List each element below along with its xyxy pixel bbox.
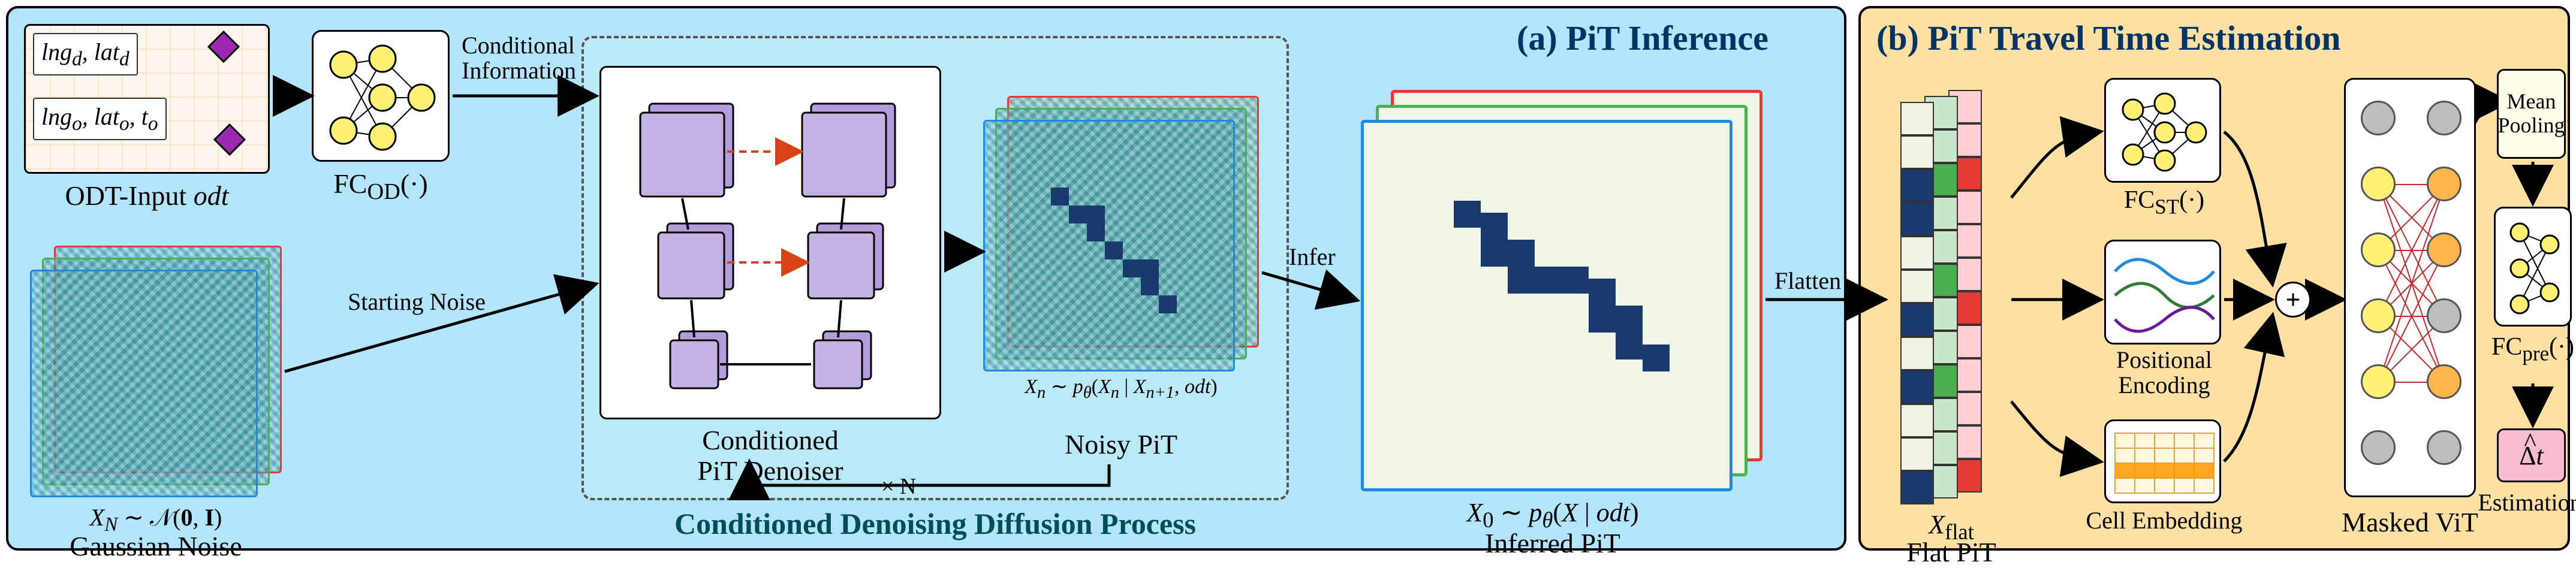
loop-label: × N [881,473,916,500]
cell-emb-box [2104,419,2221,503]
cell-emb-label: Cell Embedding [2080,506,2248,534]
fc-pre-box [2494,207,2572,327]
flatten-label: Flatten [1774,267,1841,295]
wave-icon [2106,241,2223,346]
fc-st-box [2104,78,2221,183]
plus-icon: + [2275,282,2311,318]
masked-vit-box [2344,78,2476,497]
nn-icon [2106,80,2223,185]
grid-icon [2106,421,2223,505]
masked-vit-label: Masked ViT [2326,506,2494,538]
estimation-box: ^Δt [2497,428,2566,482]
fc-st-label: FCST(·) [2104,186,2224,219]
flat-col-b [1900,102,1934,504]
flat-label: Flat PiT [1882,536,2020,568]
starting-noise-label: Starting Noise [348,288,486,316]
estimation-label: Estimation [2470,488,2576,516]
pos-enc-box [2104,240,2221,345]
infer-label: Infer [1289,243,1336,271]
pos-enc-label: PositionalEncoding [2092,348,2236,398]
mean-pool-box: MeanPooling [2497,69,2566,159]
nn-icon [2496,209,2574,328]
fc-pre-label: FCpre(·) [2482,333,2576,365]
cond-info-label: ConditionalInformation [462,33,593,83]
